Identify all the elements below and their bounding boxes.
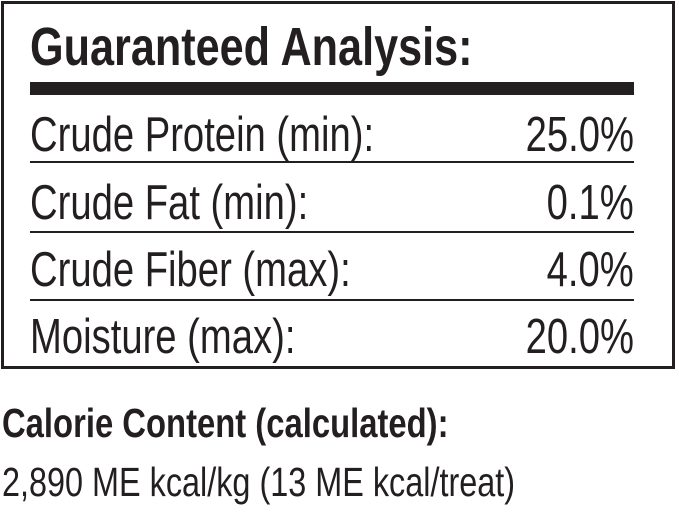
row-label: Moisture (max): <box>30 310 296 364</box>
row-value: 20.0% <box>525 310 634 364</box>
row-label: Crude Protein (min): <box>30 108 375 162</box>
row-value: 25.0% <box>525 108 634 162</box>
row-label: Crude Fat (min): <box>30 176 309 230</box>
analysis-title: Guaranteed Analysis: <box>30 17 473 77</box>
analysis-box <box>1 1 675 369</box>
row-label: Crude Fiber (max): <box>30 243 351 297</box>
row-divider <box>30 299 634 301</box>
row-value: 4.0% <box>546 243 634 297</box>
row-value: 0.1% <box>546 176 634 230</box>
row-divider <box>30 161 634 163</box>
row-divider <box>30 231 634 233</box>
title-divider <box>30 82 634 95</box>
calorie-heading: Calorie Content (calculated): <box>2 400 449 446</box>
calorie-value: 2,890 ME kcal/kg (13 ME kcal/treat) <box>2 459 516 505</box>
